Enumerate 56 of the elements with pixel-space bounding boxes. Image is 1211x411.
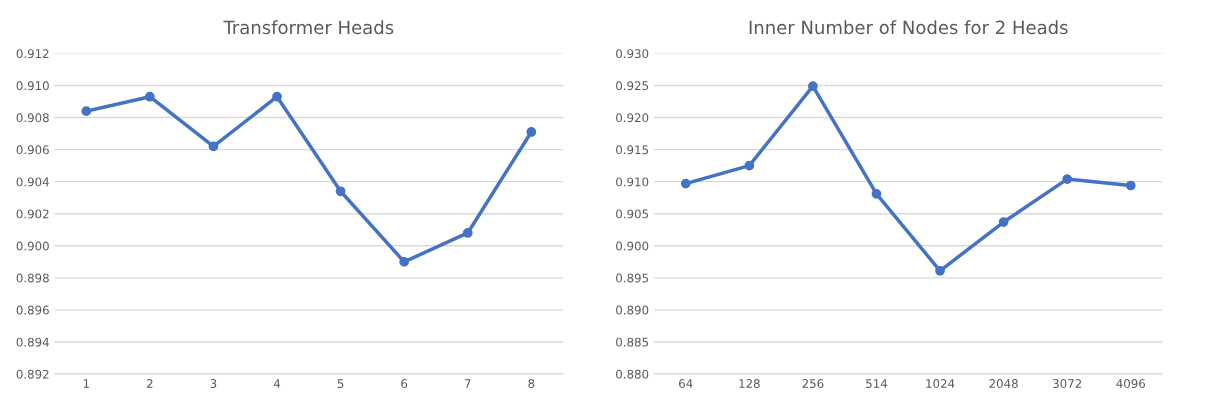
point	[680, 178, 691, 189]
x-tick-label: 3072	[1053, 379, 1082, 389]
y-tick-label: 0.900	[16, 241, 49, 251]
point	[1062, 174, 1073, 184]
point	[399, 256, 410, 267]
y-tick-label: 0.920	[616, 113, 649, 123]
x-tick-label: 3	[210, 379, 217, 389]
x-tick-label: 1	[83, 379, 89, 388]
x-tick-label: 514	[866, 379, 888, 389]
x-tick-label: 7	[464, 379, 471, 388]
y-tick-label: 0.908	[16, 113, 49, 123]
x-tick-label: 8	[528, 379, 535, 389]
x-tick-label: 4	[273, 379, 281, 388]
y-tick-label: 0.912	[16, 49, 49, 59]
y-tick-label: 0.898	[16, 273, 49, 283]
y-tick-label: 0.895	[616, 273, 649, 283]
chart-title: Transformer Heads	[223, 20, 394, 35]
x-tick-label: 256	[802, 379, 824, 389]
y-tick-label: 0.910	[616, 177, 649, 187]
chart-title: Inner Number of Nodes for 2 Heads	[749, 20, 1068, 35]
y-tick-label: 0.902	[16, 209, 49, 219]
y-tick-label: 0.925	[616, 81, 649, 91]
y-tick-label: 0.905	[616, 209, 649, 219]
x-tick-label: 128	[739, 379, 760, 389]
y-tick-label: 0.896	[16, 305, 49, 315]
point	[208, 141, 219, 152]
y-tick-label: 0.906	[16, 145, 49, 155]
point	[335, 186, 346, 197]
y-tick-label: 0.900	[616, 241, 649, 251]
point	[808, 81, 818, 91]
y-tick-label: 0.915	[616, 145, 649, 155]
point	[462, 228, 473, 238]
y-tick-label: 0.890	[616, 305, 649, 315]
x-tick-label: 2048	[989, 379, 1018, 389]
x-tick-label: 64	[679, 379, 693, 389]
point	[1125, 180, 1136, 191]
y-tick-label: 0.930	[616, 49, 649, 59]
y-tick-label: 0.892	[16, 369, 49, 379]
y-tick-label: 0.910	[16, 81, 49, 91]
x-tick-label: 4096	[1116, 379, 1146, 389]
point	[81, 106, 92, 116]
x-tick-label: 2	[146, 379, 153, 388]
x-tick-label: 1024	[926, 379, 955, 389]
y-tick-label: 0.880	[616, 369, 649, 379]
point	[935, 265, 945, 276]
point	[998, 217, 1009, 227]
x-tick-label: 6	[401, 379, 408, 389]
x-tick-label: 5	[337, 379, 344, 389]
y-tick-label: 0.904	[16, 177, 49, 187]
point	[272, 91, 282, 102]
point	[526, 127, 537, 137]
y-tick-label: 0.894	[16, 337, 49, 347]
point	[744, 160, 755, 171]
point	[144, 91, 155, 102]
y-tick-label: 0.885	[616, 337, 649, 347]
point	[871, 188, 882, 199]
